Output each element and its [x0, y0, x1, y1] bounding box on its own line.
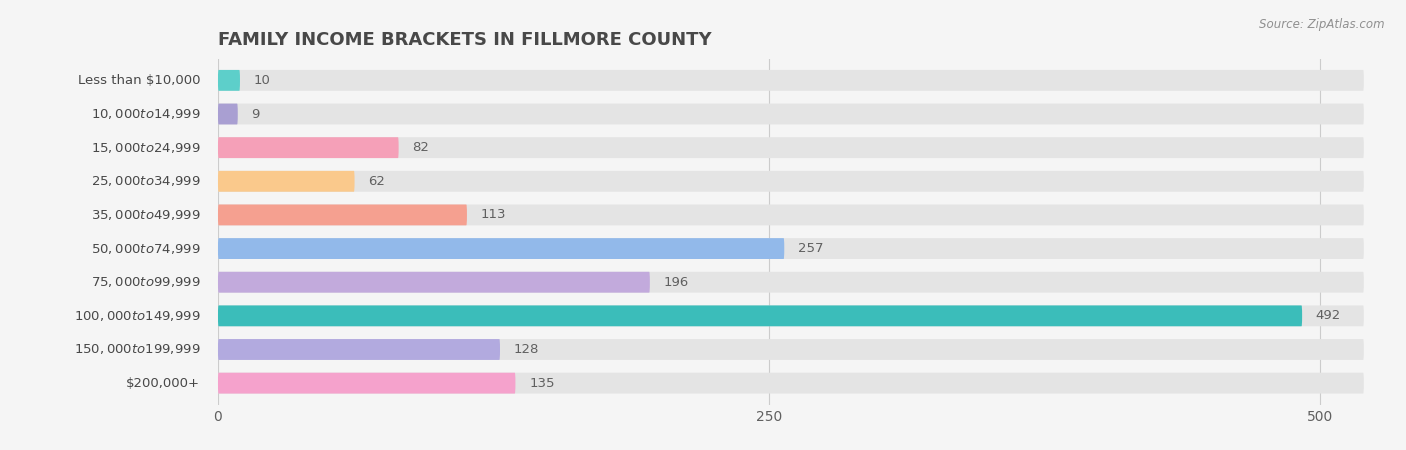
Text: 62: 62: [368, 175, 385, 188]
Text: 10: 10: [253, 74, 270, 87]
FancyBboxPatch shape: [218, 171, 354, 192]
Text: Less than $10,000: Less than $10,000: [77, 74, 200, 87]
FancyBboxPatch shape: [218, 238, 1364, 259]
Text: $25,000 to $34,999: $25,000 to $34,999: [90, 174, 200, 188]
Text: $75,000 to $99,999: $75,000 to $99,999: [90, 275, 200, 289]
FancyBboxPatch shape: [218, 137, 1364, 158]
Text: 196: 196: [664, 276, 689, 289]
Text: FAMILY INCOME BRACKETS IN FILLMORE COUNTY: FAMILY INCOME BRACKETS IN FILLMORE COUNT…: [218, 31, 711, 49]
FancyBboxPatch shape: [218, 306, 1364, 326]
FancyBboxPatch shape: [218, 272, 650, 292]
FancyBboxPatch shape: [218, 373, 1364, 394]
Text: $50,000 to $74,999: $50,000 to $74,999: [90, 242, 200, 256]
Text: 113: 113: [481, 208, 506, 221]
FancyBboxPatch shape: [218, 339, 1364, 360]
FancyBboxPatch shape: [218, 171, 1364, 192]
Text: $10,000 to $14,999: $10,000 to $14,999: [90, 107, 200, 121]
FancyBboxPatch shape: [218, 373, 516, 394]
Text: 135: 135: [529, 377, 555, 390]
FancyBboxPatch shape: [218, 204, 467, 225]
FancyBboxPatch shape: [218, 137, 399, 158]
FancyBboxPatch shape: [218, 70, 1364, 91]
Text: $150,000 to $199,999: $150,000 to $199,999: [73, 342, 200, 356]
FancyBboxPatch shape: [218, 339, 501, 360]
Text: 257: 257: [799, 242, 824, 255]
Text: 492: 492: [1316, 309, 1341, 322]
FancyBboxPatch shape: [218, 104, 1364, 125]
Text: 9: 9: [252, 108, 260, 121]
FancyBboxPatch shape: [218, 204, 1364, 225]
Text: 82: 82: [412, 141, 429, 154]
FancyBboxPatch shape: [218, 306, 1302, 326]
FancyBboxPatch shape: [218, 104, 238, 125]
Text: 128: 128: [513, 343, 538, 356]
Text: Source: ZipAtlas.com: Source: ZipAtlas.com: [1260, 18, 1385, 31]
Text: $100,000 to $149,999: $100,000 to $149,999: [73, 309, 200, 323]
FancyBboxPatch shape: [218, 272, 1364, 292]
FancyBboxPatch shape: [218, 238, 785, 259]
FancyBboxPatch shape: [218, 70, 240, 91]
Text: $200,000+: $200,000+: [127, 377, 200, 390]
Text: $35,000 to $49,999: $35,000 to $49,999: [90, 208, 200, 222]
Text: $15,000 to $24,999: $15,000 to $24,999: [90, 141, 200, 155]
